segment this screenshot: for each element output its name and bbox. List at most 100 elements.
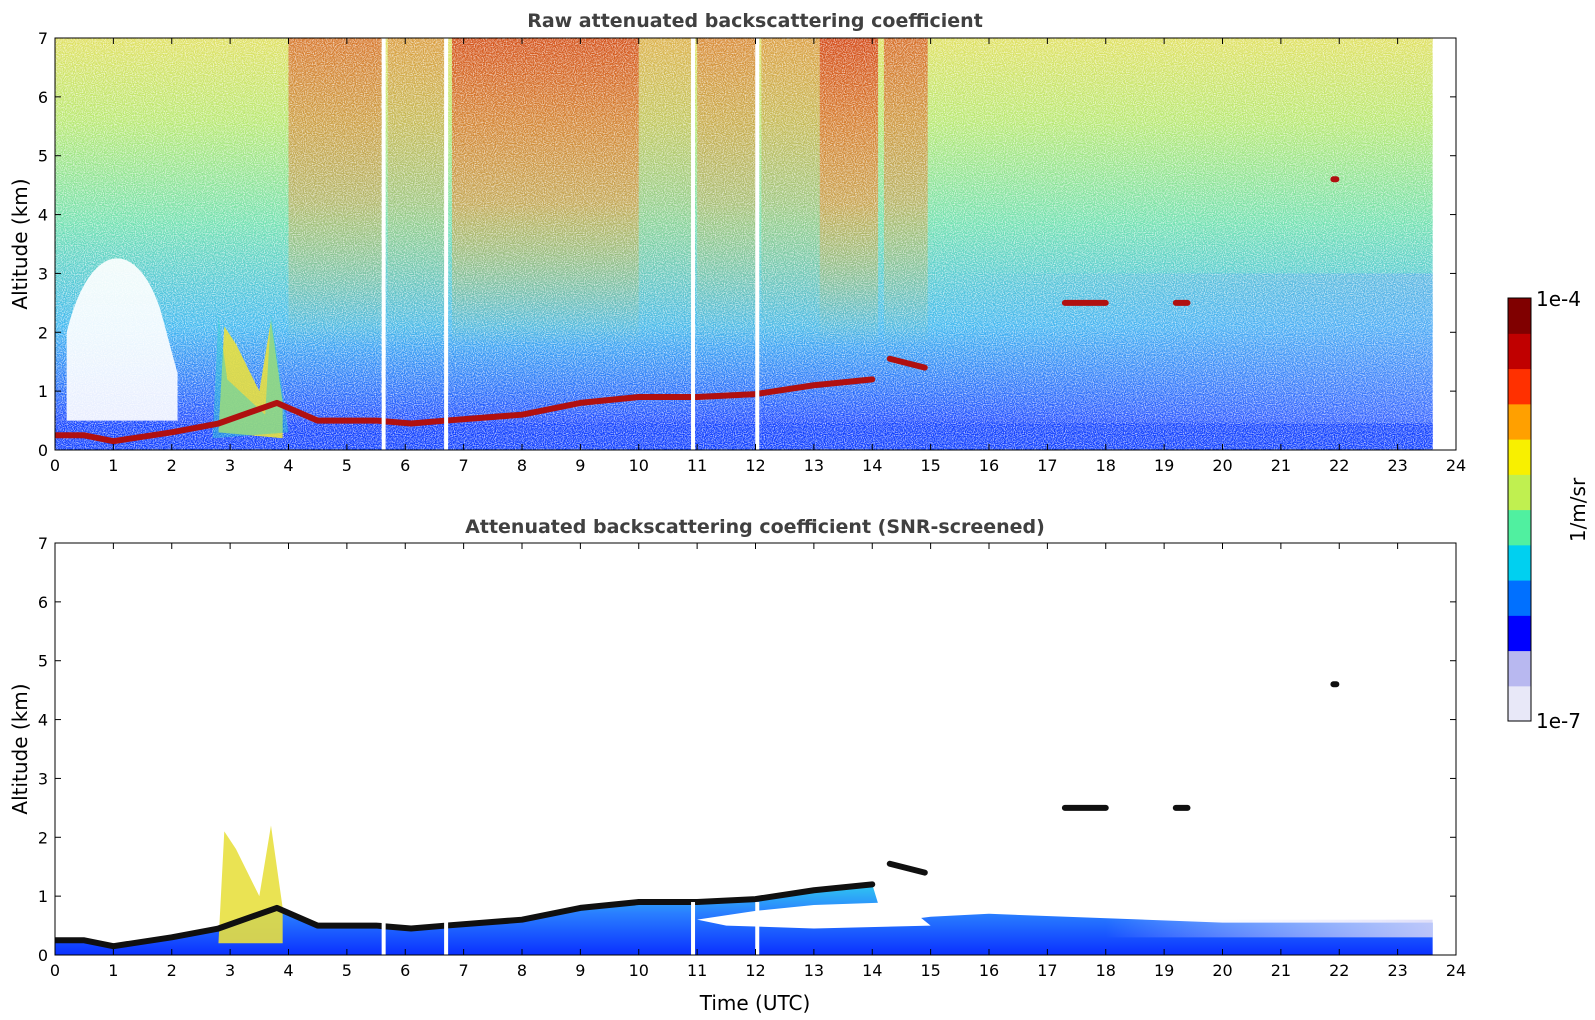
colorbar-band — [1508, 298, 1531, 311]
colorbar-band — [1508, 403, 1531, 417]
data-gap — [755, 902, 760, 955]
colorbar-band — [1508, 556, 1531, 569]
colorbar-band — [1508, 392, 1531, 405]
x-tick-label: 23 — [1387, 456, 1407, 475]
x-tick-label: 0 — [50, 961, 60, 980]
colorbar-band — [1508, 615, 1531, 628]
colorbar-band — [1508, 474, 1531, 487]
panel2-ylabel: Altitude (km) — [8, 683, 32, 814]
x-tick-label: 20 — [1212, 961, 1232, 980]
panel1-ylabel: Altitude (km) — [8, 178, 32, 309]
x-tick-label: 24 — [1446, 456, 1466, 475]
x-tick-label: 9 — [575, 961, 585, 980]
colorbar-band — [1508, 486, 1531, 499]
x-tick-label: 20 — [1212, 456, 1232, 475]
x-tick-label: 8 — [517, 961, 527, 980]
colorbar-unit-label: 1/m/sr — [1566, 477, 1590, 542]
data-gap — [381, 38, 386, 450]
x-tick-label: 2 — [167, 961, 177, 980]
colorbar-band — [1508, 345, 1531, 358]
weak-signal-region — [1105, 919, 1433, 938]
colorbar-frame — [1507, 297, 1532, 722]
y-tick-label: 4 — [38, 711, 48, 730]
colorbar-band — [1508, 591, 1531, 605]
y-tick-label: 4 — [38, 206, 48, 225]
x-tick-label: 14 — [862, 456, 882, 475]
y-tick-label: 6 — [38, 88, 48, 107]
x-tick-label: 22 — [1329, 961, 1349, 980]
colorbar-band — [1508, 709, 1531, 722]
x-tick-label: 6 — [400, 961, 410, 980]
x-tick-label: 0 — [50, 456, 60, 475]
backscatter-feature — [886, 355, 928, 371]
colorbar-band — [1508, 450, 1531, 464]
colorbar-band — [1508, 497, 1531, 511]
panel1-x-ticks: 0 1 2 3 4 5 6 7 8 9 10 11 12 13 14 15 16 17 18 19 20 21 22 23 24 — [50, 38, 1466, 475]
x-tick-label: 10 — [629, 961, 649, 980]
x-tick-label: 24 — [1446, 961, 1466, 980]
y-tick-label: 7 — [38, 29, 48, 48]
colorbar-band — [1508, 674, 1531, 687]
y-tick-label: 5 — [38, 652, 48, 671]
colorbar-band — [1508, 380, 1531, 393]
y-tick-label: 6 — [38, 593, 48, 612]
x-tick-label: 13 — [804, 961, 824, 980]
panel2-x-ticks: 0 1 2 3 4 5 6 7 8 9 10 11 12 13 14 15 16 17 18 19 20 21 22 23 24 — [50, 543, 1466, 980]
colorbar-band — [1508, 321, 1531, 334]
x-tick-label: 17 — [1037, 961, 1057, 980]
x-tick-label: 23 — [1387, 961, 1407, 980]
colorbar-band — [1508, 509, 1531, 522]
data-gap — [381, 902, 386, 955]
colorbar-band — [1508, 427, 1531, 440]
x-tick-label: 14 — [862, 961, 882, 980]
raw-backscatter-panel: Raw attenuated backscattering coefficien… — [8, 10, 1466, 475]
x-tick-label: 6 — [400, 456, 410, 475]
x-tick-label: 22 — [1329, 456, 1349, 475]
colorbar-band — [1508, 568, 1531, 581]
colorbar-band — [1508, 662, 1531, 675]
x-tick-label: 11 — [687, 456, 707, 475]
colorbar-band — [1508, 521, 1531, 534]
y-tick-label: 1 — [38, 887, 48, 906]
backscatter-feature — [55, 376, 876, 445]
x-tick-label: 9 — [575, 456, 585, 475]
x-tick-label: 7 — [459, 456, 469, 475]
colorbar-band — [1508, 650, 1531, 663]
x-tick-label: 11 — [687, 961, 707, 980]
x-tick-label: 19 — [1154, 961, 1174, 980]
colorbar-band — [1508, 603, 1531, 616]
colorbar-gradient — [1508, 298, 1531, 722]
colorbar-min-label: 1e-7 — [1536, 709, 1581, 733]
colorbar-band — [1508, 368, 1531, 381]
panel2-title: Attenuated backscattering coefficient (S… — [465, 516, 1045, 538]
x-tick-label: 8 — [517, 456, 527, 475]
y-tick-label: 5 — [38, 147, 48, 166]
colorbar: 1e-4 1e-7 1/m/sr — [1507, 287, 1590, 733]
x-tick-label: 12 — [745, 456, 765, 475]
x-tick-label: 17 — [1037, 456, 1057, 475]
speckle-overlay — [55, 38, 1433, 450]
colorbar-band — [1508, 627, 1531, 640]
screened-backscatter-heatmap — [55, 681, 1433, 955]
y-tick-label: 0 — [38, 441, 48, 460]
data-gap — [691, 902, 696, 955]
x-tick-label: 2 — [167, 456, 177, 475]
colorbar-band — [1508, 439, 1531, 452]
colorbar-band — [1508, 533, 1531, 546]
y-tick-label: 3 — [38, 264, 48, 283]
x-tick-label: 1 — [108, 456, 118, 475]
x-tick-label: 15 — [920, 456, 940, 475]
colorbar-band — [1508, 415, 1531, 428]
colorbar-band — [1508, 462, 1531, 475]
panel1-y-ticks: 0 1 2 3 4 5 6 7 — [38, 29, 1456, 460]
screened-feature — [55, 881, 876, 950]
x-tick-label: 19 — [1154, 456, 1174, 475]
colorbar-band — [1508, 685, 1531, 699]
x-tick-label: 7 — [459, 961, 469, 980]
x-tick-label: 13 — [804, 456, 824, 475]
data-gap — [691, 38, 696, 450]
data-gap — [755, 38, 760, 450]
x-tick-label: 18 — [1096, 456, 1116, 475]
colorbar-band — [1508, 309, 1531, 323]
x-tick-label: 15 — [920, 961, 940, 980]
